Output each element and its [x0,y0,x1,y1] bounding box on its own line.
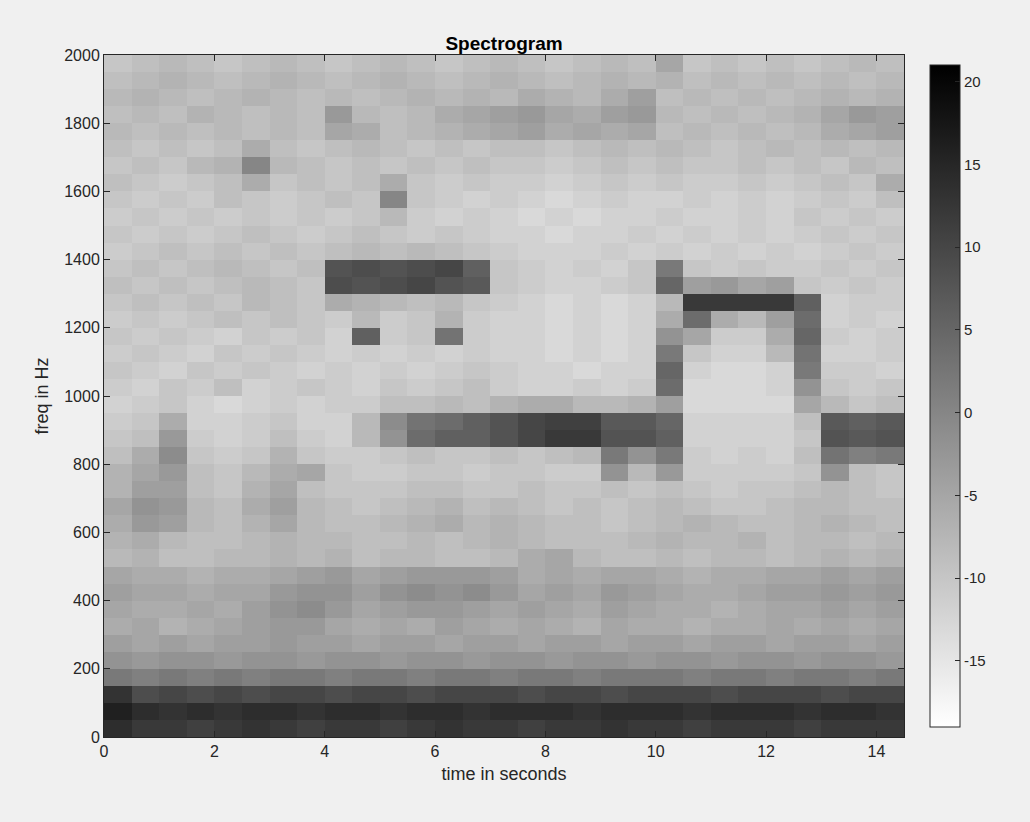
svg-text:5: 5 [964,321,972,338]
svg-text:1400: 1400 [64,251,100,268]
svg-text:-15: -15 [964,652,986,669]
svg-text:15: 15 [964,156,981,173]
svg-text:12: 12 [757,743,775,760]
svg-text:1800: 1800 [64,115,100,132]
svg-text:200: 200 [73,660,100,677]
svg-text:0: 0 [100,743,109,760]
svg-text:-5: -5 [964,487,977,504]
svg-text:0: 0 [964,404,972,421]
svg-text:600: 600 [73,524,100,541]
svg-text:10: 10 [964,238,981,255]
svg-text:-10: -10 [964,569,986,586]
svg-text:14: 14 [868,743,886,760]
svg-text:Spectrogram: Spectrogram [445,33,562,54]
svg-text:20: 20 [964,73,981,90]
svg-text:0: 0 [91,729,100,746]
svg-text:10: 10 [647,743,665,760]
svg-text:6: 6 [431,743,440,760]
svg-text:1200: 1200 [64,319,100,336]
svg-text:2000: 2000 [64,47,100,64]
svg-text:8: 8 [541,743,550,760]
svg-text:400: 400 [73,592,100,609]
svg-text:800: 800 [73,456,100,473]
svg-text:2: 2 [210,743,219,760]
svg-text:4: 4 [320,743,329,760]
svg-text:freq in Hz: freq in Hz [32,357,52,434]
svg-text:time in seconds: time in seconds [441,764,566,784]
svg-text:1600: 1600 [64,183,100,200]
svg-text:1000: 1000 [64,388,100,405]
